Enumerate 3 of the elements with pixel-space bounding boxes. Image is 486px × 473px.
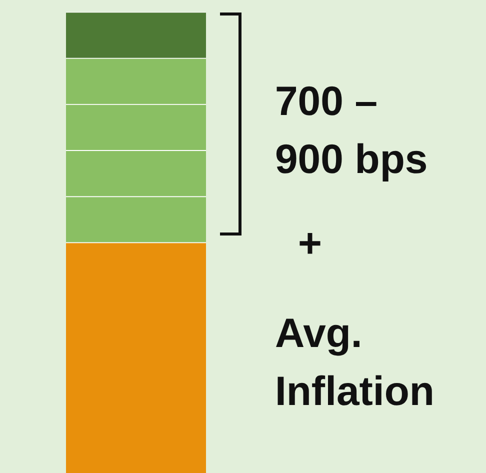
text: Avg. Inflation xyxy=(275,309,434,416)
text: 700 – 900 bps xyxy=(275,77,428,184)
text: + xyxy=(298,219,322,268)
